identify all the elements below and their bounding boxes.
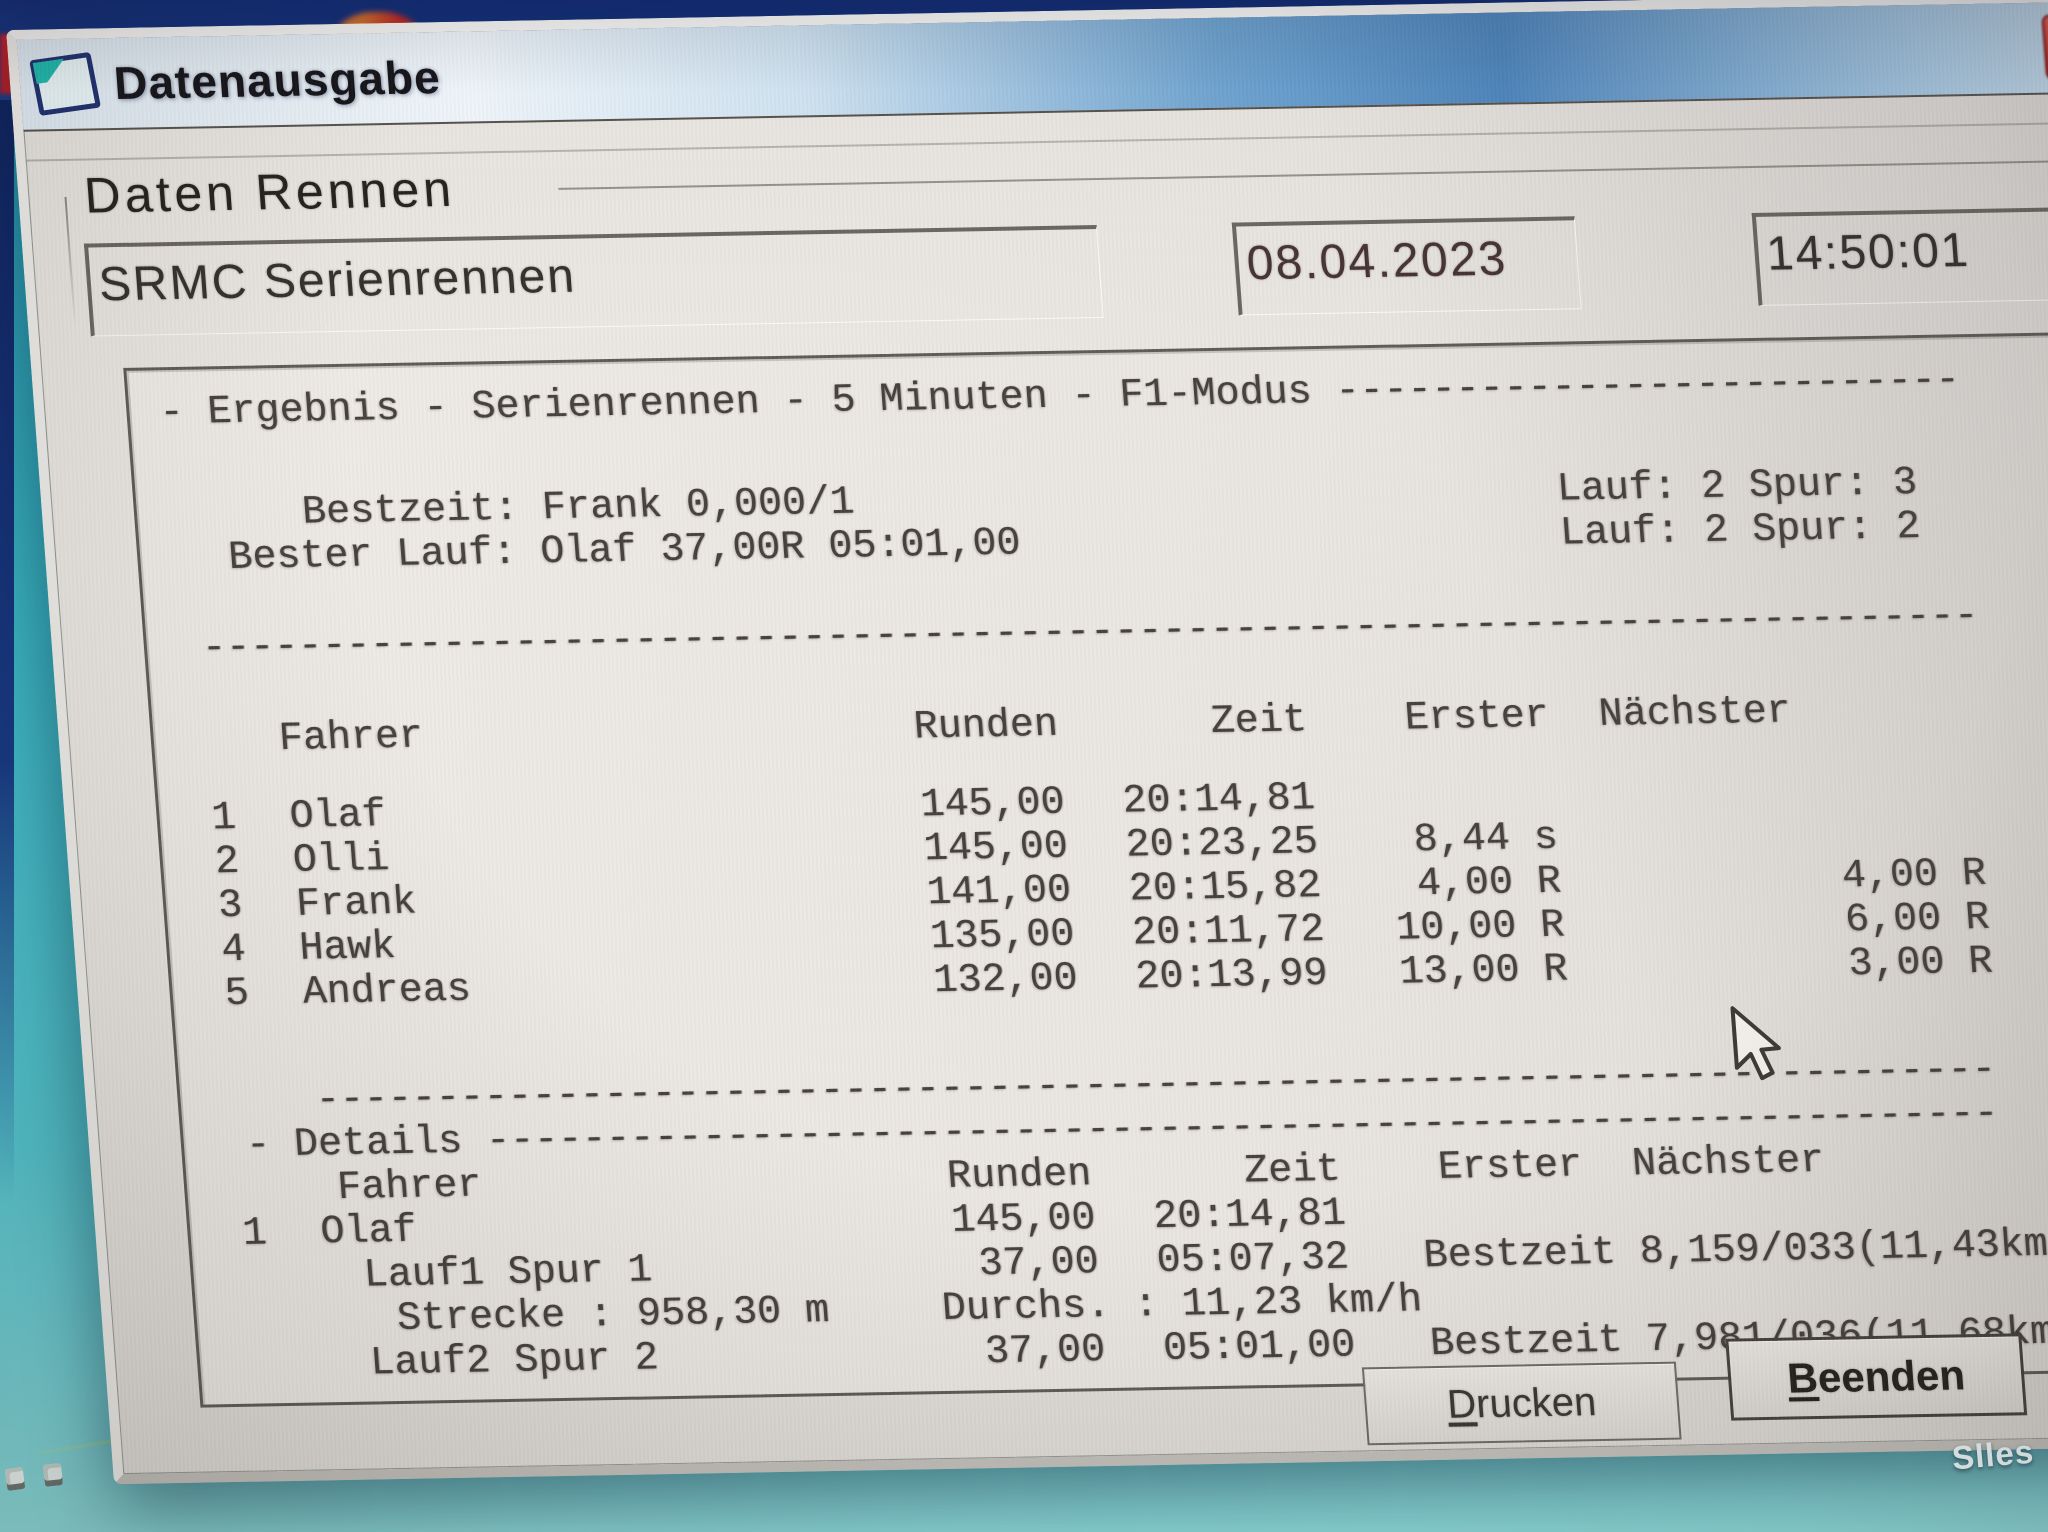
row-driver: Frank — [294, 880, 418, 928]
beenden-button-key: B — [1785, 1354, 1820, 1402]
desktop-icon-fragment — [4, 1466, 26, 1492]
separator-line: ----------------------------------------… — [200, 593, 1980, 672]
row-time: 20:11,72 — [1130, 908, 1327, 957]
details-row-pos: 1 — [241, 1211, 269, 1257]
details-header-fahrer: Fahrer — [335, 1163, 484, 1212]
row-laps: 145,00 — [918, 780, 1067, 829]
row-pos: 2 — [213, 839, 241, 886]
row-gap-first: 4,00 R — [1415, 859, 1563, 908]
app-icon — [29, 51, 102, 116]
details-row-laps: 145,00 — [949, 1196, 1098, 1244]
details-header-runden: Runden — [945, 1152, 1093, 1200]
desktop-icon-fragment — [42, 1463, 64, 1487]
results-panel: - Ergebnis - Serienrennen - 5 Minuten - … — [123, 331, 2048, 1408]
drucken-button-label: rucken — [1474, 1379, 1598, 1426]
race-time-field[interactable]: 14:50:01 — [1751, 206, 2048, 306]
client-edge-line — [25, 121, 2048, 162]
row-time: 20:23,25 — [1124, 820, 1320, 869]
col-header-zeit: Zeit — [1209, 698, 1309, 746]
window-title: Datenausgabe — [112, 51, 443, 109]
details-header-erster: Erster — [1436, 1143, 1584, 1191]
row-gap-first: 13,00 R — [1397, 947, 1570, 996]
details-row-time: 20:14,81 — [1151, 1191, 1348, 1241]
beenden-button-label: eenden — [1816, 1351, 1967, 1401]
details-row-name: Lauf2 Spur 2 — [368, 1336, 661, 1387]
groupbox-left-line — [64, 196, 77, 327]
details-header-naechster: Nächster — [1630, 1138, 1826, 1188]
row-pos: 5 — [223, 971, 251, 1018]
groupbox-top-line — [558, 160, 2048, 190]
row-laps: 135,00 — [928, 912, 1077, 961]
row-driver: Andreas — [301, 967, 473, 1016]
col-header-runden: Runden — [912, 702, 1060, 751]
row-gap-first: 8,44 s — [1412, 815, 1560, 864]
details-row-laps: 37,00 — [983, 1328, 1107, 1376]
group-label: Daten Rennen — [82, 160, 457, 224]
row-gap-first: 10,00 R — [1394, 903, 1567, 952]
mouse-cursor — [1730, 1006, 1781, 1081]
details-row-time: 05:07,32 — [1155, 1235, 1351, 1285]
details-row-distance: Strecke : 958,30 m — [395, 1289, 831, 1343]
row-gap-next: 3,00 R — [1846, 939, 1995, 988]
details-header-zeit: Zeit — [1242, 1147, 1342, 1195]
details-row-besttime: Bestzeit 8,159/033(11,43km/h) — [1422, 1221, 2048, 1280]
row-time: 20:14,81 — [1120, 776, 1317, 825]
row-gap-next: 4,00 R — [1840, 851, 1988, 900]
row-laps: 145,00 — [922, 824, 1070, 873]
desktop-edge-sliver — [0, 100, 14, 1200]
row-time: 20:13,99 — [1134, 951, 1330, 1001]
race-name-field[interactable]: SRMC Serienrennen — [83, 225, 1104, 337]
row-pos: 4 — [219, 927, 248, 974]
col-header-erster: Erster — [1403, 693, 1551, 742]
col-header-naechster: Nächster — [1597, 689, 1793, 738]
row-driver: Olli — [291, 837, 391, 884]
details-row-name: Olaf — [318, 1208, 419, 1256]
desktop-label-fragment[interactable]: Slles — [1950, 1432, 2036, 1477]
drucken-button-key: D — [1445, 1381, 1478, 1427]
datenausgabe-window: Datenausgabe ✕ Daten Rennen SRMC Serienr… — [6, 0, 2048, 1485]
col-header-fahrer: Fahrer — [277, 714, 425, 763]
row-driver: Hawk — [297, 925, 398, 972]
details-row-laps: 37,00 — [977, 1240, 1101, 1288]
row-driver: Olaf — [288, 793, 388, 840]
results-title-line: - Ergebnis - Serienrennen - 5 Minuten - … — [157, 358, 1962, 437]
row-laps: 132,00 — [932, 956, 1080, 1005]
best-run-run-info: Lauf: 2 Spur: 2 — [1558, 505, 1922, 557]
race-date-field[interactable]: 08.04.2023 — [1231, 216, 1582, 316]
row-pos: 3 — [216, 883, 245, 930]
row-pos: 1 — [210, 795, 238, 842]
row-gap-next: 6,00 R — [1843, 895, 1991, 944]
row-time: 20:15,82 — [1127, 864, 1323, 913]
details-row-name: Lauf1 Spur 1 — [362, 1248, 654, 1299]
row-laps: 141,00 — [925, 868, 1073, 917]
details-row-time: 05:01,00 — [1161, 1323, 1357, 1372]
close-button[interactable]: ✕ — [2041, 13, 2048, 81]
